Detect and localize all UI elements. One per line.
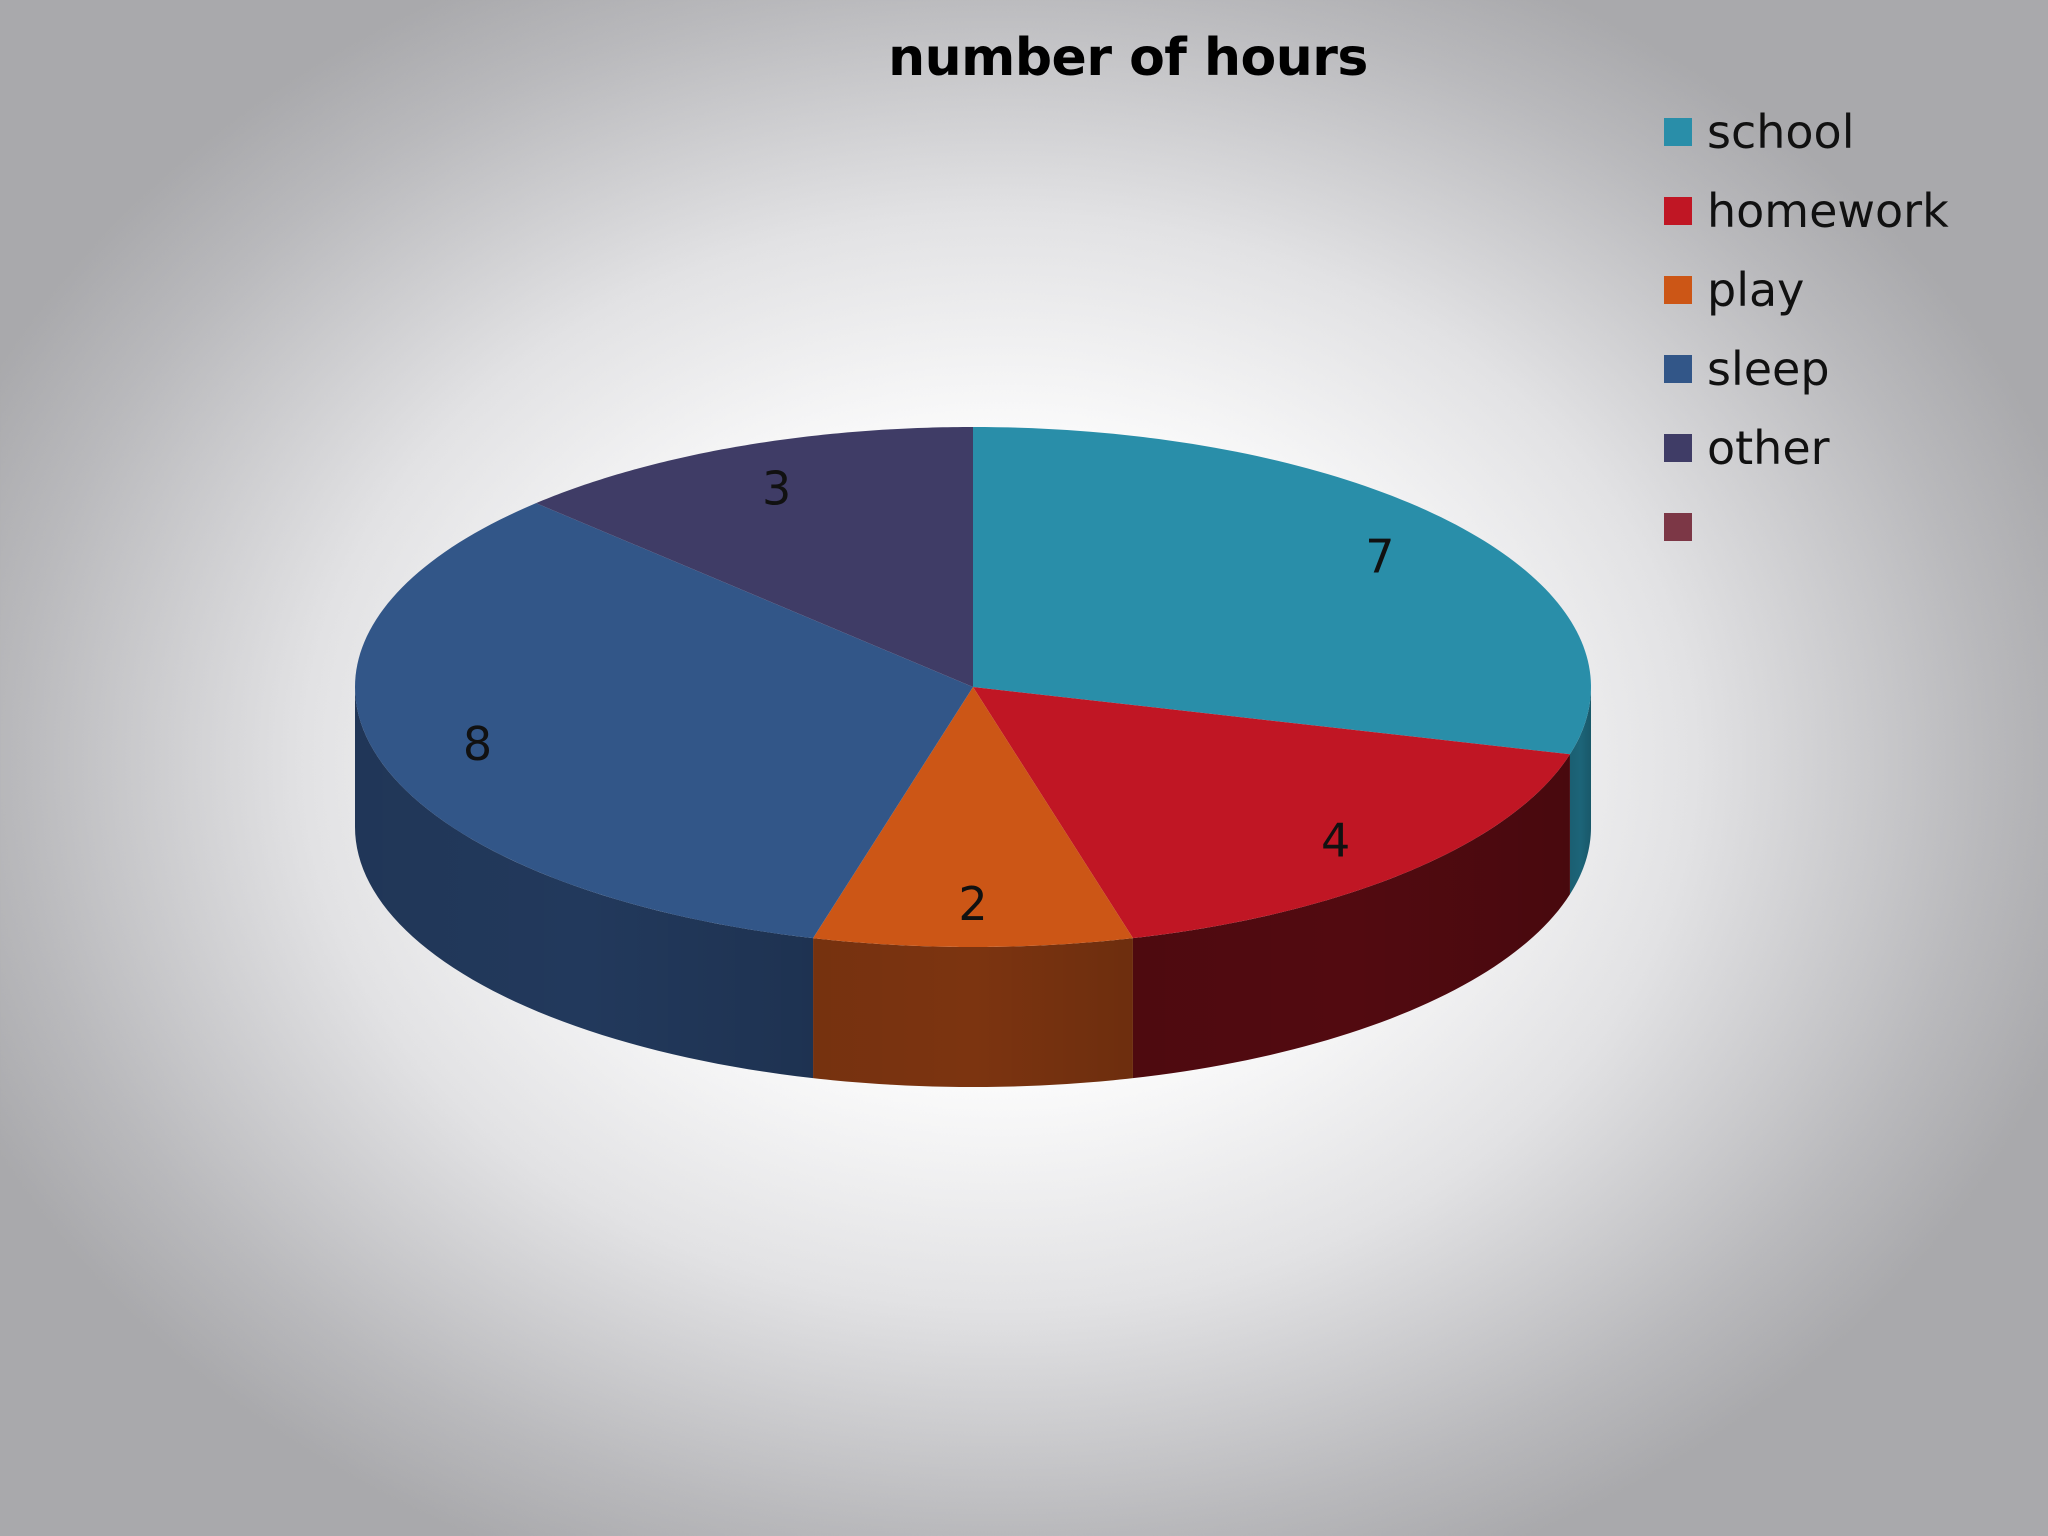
legend-label: homework — [1707, 184, 1949, 238]
legend-label: play — [1707, 263, 1805, 317]
data-label-homework: 4 — [1321, 814, 1350, 868]
pie-side-shade — [1569, 687, 1591, 895]
pie-tops — [355, 427, 1591, 947]
data-label-school: 7 — [1365, 530, 1394, 584]
data-label-other: 3 — [762, 462, 791, 516]
legend-swatch — [1664, 355, 1692, 383]
legend-swatch — [1664, 434, 1692, 462]
legend-swatch — [1664, 118, 1692, 146]
chart-title: number of hours — [888, 28, 1368, 88]
legend-swatch — [1664, 276, 1692, 304]
legend-label: sleep — [1707, 342, 1830, 396]
legend-label: other — [1707, 421, 1830, 475]
pie-slice-homework — [973, 687, 1570, 939]
legend-swatch — [1664, 513, 1692, 541]
pie-data-labels: 7 4 2 8 3 — [463, 462, 1395, 931]
pie-slice-school — [973, 427, 1591, 755]
pie-slice-sleep — [355, 503, 973, 939]
pie-side-shade — [355, 687, 814, 1079]
data-label-sleep: 8 — [463, 717, 492, 771]
legend-label: school — [1707, 105, 1855, 159]
legend-swatch — [1664, 197, 1692, 225]
pie-slice-play — [813, 687, 1133, 947]
data-label-play: 2 — [958, 877, 987, 931]
pie-slice-other — [536, 427, 973, 687]
pie-side-shade — [1132, 754, 1570, 1079]
pie-sides — [355, 687, 1591, 1087]
pie-side-shade — [813, 938, 1133, 1087]
